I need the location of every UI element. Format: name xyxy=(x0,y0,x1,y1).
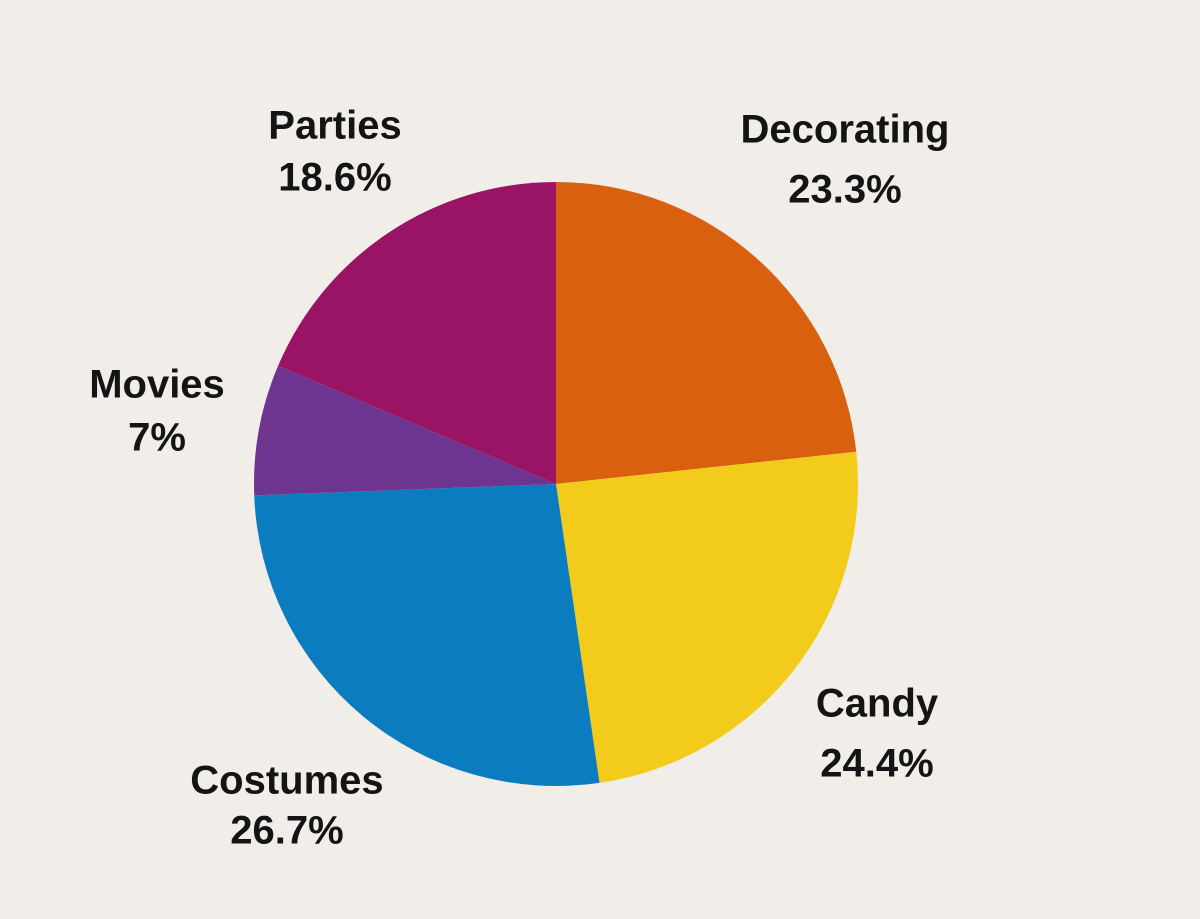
slice-value-label: 24.4% xyxy=(820,742,933,786)
pie-slice xyxy=(254,365,557,496)
pie-slice xyxy=(254,484,600,786)
slice-value-label: 7% xyxy=(128,416,186,460)
pie-slice xyxy=(278,181,556,484)
slice-label: Candy xyxy=(816,682,939,726)
slice-value-label: 23.3% xyxy=(788,168,901,212)
pie-slice xyxy=(556,451,858,783)
pie-slice xyxy=(556,182,857,484)
slice-label: Movies xyxy=(89,363,225,407)
slice-label: Costumes xyxy=(190,759,383,803)
slice-value-label: 26.7% xyxy=(230,809,343,853)
slice-value-label: 18.6% xyxy=(278,156,391,200)
slice-label: Decorating xyxy=(741,108,950,152)
slice-label: Parties xyxy=(268,104,401,148)
